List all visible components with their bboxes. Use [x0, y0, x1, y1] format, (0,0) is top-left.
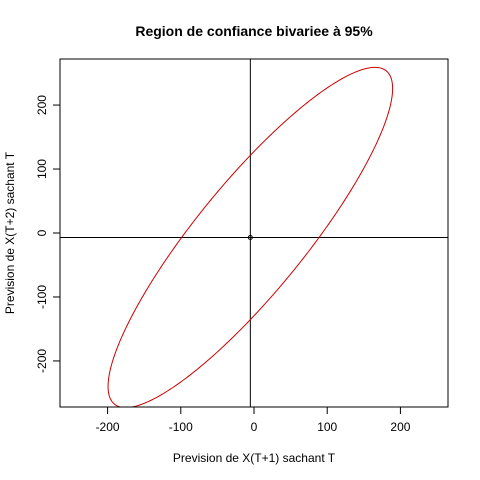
chart-title: Region de confiance bivariee à 95%: [135, 23, 373, 39]
y-tick-label: 100: [35, 159, 49, 179]
y-axis: -200 -100 0 100 200: [35, 95, 60, 373]
x-tick-label: 100: [317, 420, 337, 434]
confidence-ellipse: [107, 66, 394, 407]
x-tick-label: 0: [251, 420, 258, 434]
x-axis: -200 -100 0 100 200: [96, 407, 411, 434]
x-tick-label: -200: [96, 420, 120, 434]
x-axis-label: Prevision de X(T+1) sachant T: [173, 451, 336, 465]
y-tick-label: 0: [35, 229, 49, 236]
y-axis-label: Prevision de X(T+2) sachant T: [3, 151, 17, 314]
plot-frame: [59, 58, 449, 408]
center-point: [247, 234, 253, 240]
y-tick-label: -100: [35, 285, 49, 309]
y-tick-label: 200: [35, 95, 49, 115]
x-tick-label: 200: [390, 420, 410, 434]
y-tick-label: -200: [35, 349, 49, 373]
x-tick-label: -100: [169, 420, 193, 434]
